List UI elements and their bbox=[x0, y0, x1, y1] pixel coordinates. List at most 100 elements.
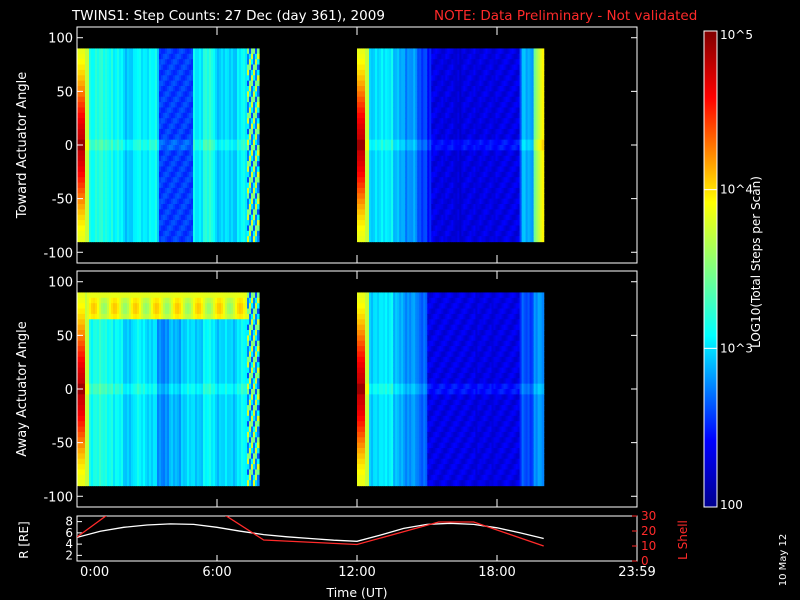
heatmap-cell bbox=[105, 166, 108, 173]
heatmap-cell bbox=[155, 225, 158, 232]
heatmap-cell bbox=[153, 193, 156, 200]
heatmap-cell bbox=[121, 177, 124, 184]
heatmap-cell bbox=[135, 59, 138, 66]
heatmap-cell bbox=[97, 177, 100, 184]
heatmap-cell bbox=[129, 230, 132, 237]
heatmap-cell bbox=[121, 182, 124, 189]
heatmap-cell bbox=[163, 193, 166, 200]
heatmap-cell bbox=[127, 187, 130, 194]
heatmap-cell bbox=[117, 220, 120, 227]
heatmap-cell bbox=[257, 161, 260, 168]
heatmap-cell bbox=[141, 139, 144, 146]
heatmap-cell bbox=[109, 112, 112, 119]
heatmap-cell bbox=[133, 134, 136, 141]
heatmap-cell bbox=[119, 214, 122, 221]
heatmap-cell bbox=[117, 193, 120, 200]
heatmap-cell bbox=[95, 204, 98, 210]
heatmap-cell bbox=[129, 209, 132, 216]
heatmap-cell bbox=[81, 53, 84, 60]
heatmap-cell bbox=[159, 112, 162, 119]
heatmap-cell bbox=[141, 48, 144, 55]
heatmap-cell bbox=[167, 150, 170, 157]
heatmap-cell bbox=[101, 204, 104, 210]
heatmap-cell bbox=[97, 230, 100, 237]
heatmap-cell bbox=[85, 134, 88, 141]
heatmap-cell bbox=[129, 161, 132, 168]
heatmap-cell bbox=[137, 53, 140, 60]
heatmap-cell bbox=[97, 75, 100, 82]
heatmap-cell bbox=[125, 171, 128, 178]
heatmap-cell bbox=[123, 80, 126, 87]
heatmap-cell bbox=[155, 128, 158, 135]
heatmap-cell bbox=[89, 102, 92, 109]
heatmap-cell bbox=[107, 198, 110, 205]
heatmap-cell bbox=[115, 48, 118, 55]
heatmap-cell bbox=[137, 123, 140, 130]
heatmap-cell bbox=[95, 112, 98, 119]
heatmap-cell bbox=[105, 128, 108, 135]
heatmap-cell bbox=[119, 177, 122, 184]
heatmap-cell bbox=[91, 59, 94, 66]
heatmap-cell bbox=[95, 145, 98, 151]
heatmap-cell bbox=[103, 134, 106, 141]
heatmap-cell bbox=[93, 64, 96, 71]
heatmap-cell bbox=[157, 225, 160, 232]
heatmap-cell bbox=[89, 91, 92, 98]
heatmap-cell bbox=[147, 155, 150, 162]
heatmap-cell bbox=[127, 118, 130, 125]
heatmap-cell bbox=[77, 102, 80, 109]
heatmap-cell bbox=[103, 230, 106, 237]
heatmap-cell bbox=[133, 171, 136, 178]
heatmap-cell bbox=[125, 150, 128, 157]
heatmap-cell bbox=[105, 69, 108, 76]
heatmap-cell bbox=[89, 220, 92, 227]
heatmap-cell bbox=[151, 53, 154, 60]
heatmap-cell bbox=[119, 75, 122, 82]
heatmap-cell bbox=[159, 128, 162, 135]
heatmap-cell bbox=[95, 123, 98, 130]
heatmap-cell bbox=[119, 209, 122, 216]
heatmap-cell bbox=[119, 59, 122, 66]
heatmap-cell bbox=[91, 236, 94, 243]
heatmap-cell bbox=[155, 187, 158, 194]
heatmap-cell bbox=[157, 182, 160, 189]
heatmap-cell bbox=[149, 150, 152, 157]
heatmap-cell bbox=[153, 145, 156, 151]
heatmap-cell bbox=[115, 139, 118, 146]
heatmap-cell bbox=[133, 220, 136, 227]
heatmap-cell bbox=[163, 102, 166, 109]
heatmap-cell bbox=[123, 123, 126, 130]
heatmap-cell bbox=[145, 150, 148, 157]
heatmap-cell bbox=[105, 80, 108, 87]
heatmap-cell bbox=[139, 225, 142, 232]
heatmap-cell bbox=[113, 166, 116, 173]
heatmap-cell bbox=[81, 161, 84, 168]
heatmap-cell bbox=[91, 91, 94, 98]
heatmap-cell bbox=[165, 193, 168, 200]
heatmap-cell bbox=[123, 112, 126, 119]
heatmap-cell bbox=[93, 107, 96, 114]
heatmap-cell bbox=[107, 80, 110, 87]
heatmap-cell bbox=[135, 198, 138, 205]
heatmap-cell bbox=[111, 139, 114, 146]
heatmap-cell bbox=[91, 171, 94, 178]
heatmap-cell bbox=[141, 80, 144, 87]
heatmap-cell bbox=[95, 69, 98, 76]
heatmap-cell bbox=[121, 209, 124, 216]
heatmap-cell bbox=[157, 107, 160, 114]
heatmap-cell bbox=[157, 139, 160, 146]
heatmap-cell bbox=[81, 193, 84, 200]
heatmap-cell bbox=[145, 91, 148, 98]
heatmap-cell bbox=[127, 128, 130, 135]
heatmap-cell bbox=[85, 193, 88, 200]
heatmap-cell bbox=[101, 118, 104, 125]
heatmap-cell bbox=[113, 69, 116, 76]
heatmap-cell bbox=[149, 118, 152, 125]
heatmap-cell bbox=[151, 214, 154, 221]
heatmap-cell bbox=[139, 69, 142, 76]
heatmap-cell bbox=[107, 204, 110, 210]
heatmap-cell bbox=[97, 53, 100, 60]
heatmap-cell bbox=[101, 236, 104, 243]
heatmap-cell bbox=[151, 150, 154, 157]
heatmap-cell bbox=[111, 220, 114, 227]
